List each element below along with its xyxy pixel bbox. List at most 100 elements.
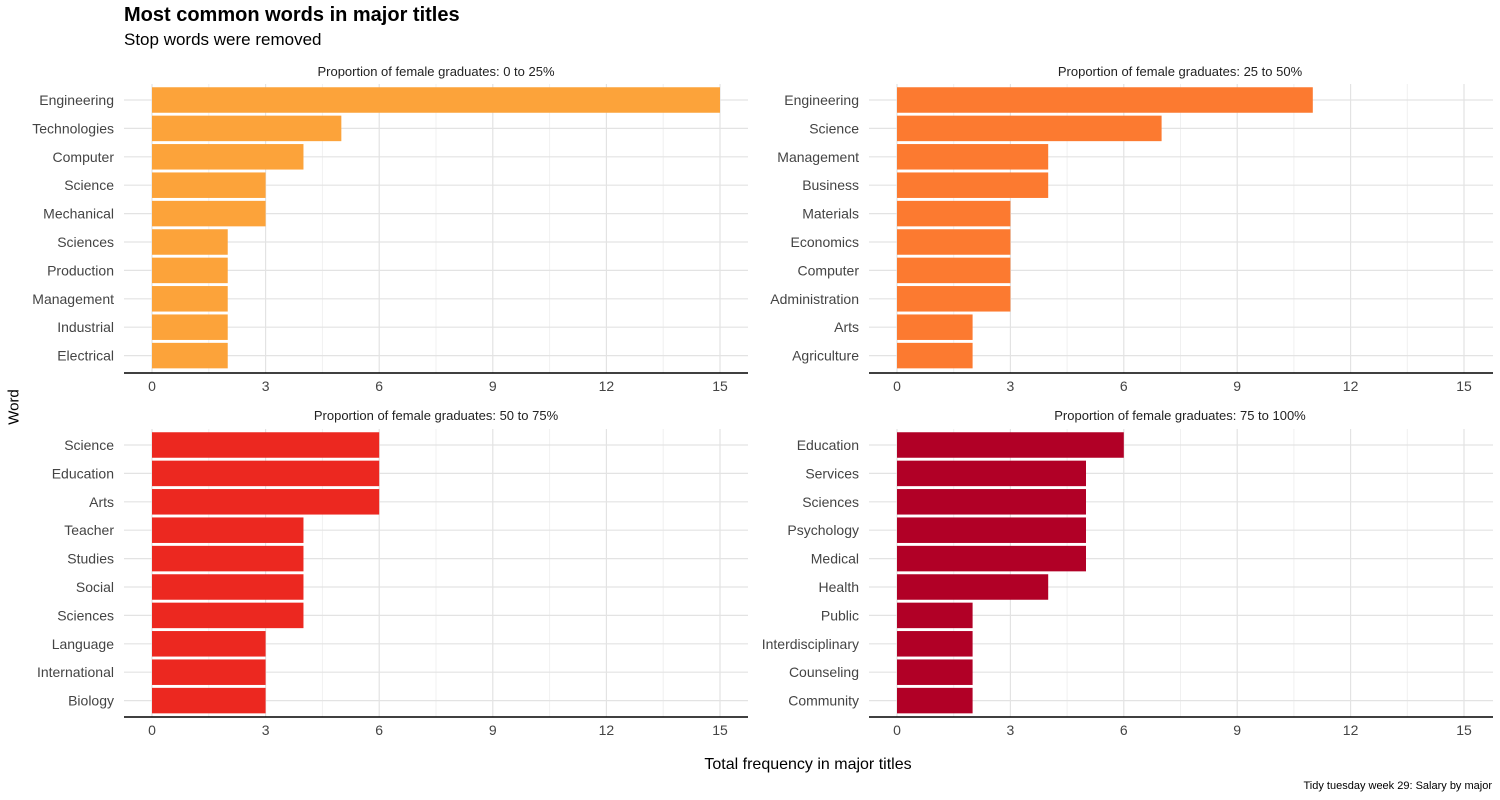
x-tick-label: 15 (712, 722, 728, 738)
bar (152, 517, 304, 543)
bar (152, 144, 304, 170)
category-label: Arts (89, 494, 114, 510)
category-label: Economics (791, 234, 859, 250)
category-label: Science (809, 120, 859, 136)
category-label: Administration (770, 291, 859, 307)
bar (897, 602, 973, 629)
category-label: Sciences (802, 494, 859, 510)
category-label: Sciences (57, 607, 114, 623)
x-tick-label: 0 (148, 722, 156, 738)
category-label: Mechanical (43, 206, 114, 222)
category-label: Business (802, 177, 859, 193)
category-label: Education (52, 465, 114, 481)
x-tick-label: 9 (489, 378, 497, 394)
category-label: Materials (802, 206, 859, 222)
category-label: Studies (67, 551, 114, 567)
bar (152, 314, 228, 340)
bar (152, 172, 266, 198)
category-label: Arts (834, 319, 859, 335)
x-tick-label: 6 (1120, 378, 1128, 394)
bar (897, 342, 973, 369)
bar (152, 115, 342, 142)
facet-title: Proportion of female graduates: 75 to 10… (1054, 408, 1306, 423)
bar (897, 489, 1086, 515)
x-tick-label: 3 (262, 722, 270, 738)
x-axis-label: Total frequency in major titles (704, 756, 912, 773)
x-tick-label: 6 (375, 722, 383, 738)
category-label: Services (805, 465, 859, 481)
bar (897, 574, 1049, 600)
bar (152, 87, 720, 113)
category-label: Agriculture (792, 348, 859, 364)
x-tick-label: 6 (375, 378, 383, 394)
category-label: Science (64, 177, 114, 193)
bar (897, 432, 1124, 458)
chart-subtitle: Stop words were removed (124, 30, 322, 49)
category-label: Sciences (57, 234, 114, 250)
facet-title: Proportion of female graduates: 50 to 75… (314, 408, 559, 423)
bar (152, 342, 228, 369)
x-tick-label: 9 (1233, 722, 1241, 738)
chart-caption: Tidy tuesday week 29: Salary by major (1303, 780, 1492, 792)
bar (897, 460, 1086, 487)
category-label: Science (64, 437, 114, 453)
category-label: Computer (798, 262, 860, 278)
x-tick-label: 3 (262, 378, 270, 394)
x-tick-label: 9 (489, 722, 497, 738)
bar (152, 286, 228, 312)
bar (152, 257, 228, 284)
x-tick-label: 3 (1007, 722, 1015, 738)
bar (152, 545, 304, 572)
facet-title: Proportion of female graduates: 0 to 25% (317, 64, 554, 79)
bar (897, 687, 973, 714)
category-label: Social (76, 579, 114, 595)
x-tick-label: 15 (1456, 378, 1472, 394)
x-tick-label: 12 (1343, 722, 1359, 738)
bar (152, 460, 380, 487)
category-label: Engineering (39, 92, 114, 108)
category-label: Technologies (32, 120, 114, 136)
category-label: Biology (68, 693, 114, 709)
category-label: Production (47, 262, 114, 278)
category-label: Computer (53, 149, 115, 165)
bar (897, 172, 1049, 198)
x-tick-label: 12 (599, 722, 615, 738)
bar (152, 687, 266, 714)
x-tick-label: 15 (712, 378, 728, 394)
bar (152, 631, 266, 657)
bar (152, 229, 228, 255)
category-label: Electrical (57, 348, 114, 364)
x-tick-label: 0 (893, 722, 901, 738)
bar (897, 631, 973, 657)
category-label: Engineering (784, 92, 859, 108)
bar (897, 659, 973, 685)
category-label: Industrial (57, 319, 114, 335)
category-label: Public (821, 607, 859, 623)
category-label: Management (777, 149, 859, 165)
bar (897, 314, 973, 340)
bar (897, 115, 1162, 142)
bar (152, 489, 380, 515)
x-tick-label: 9 (1233, 378, 1241, 394)
bar (152, 200, 266, 227)
facet-title: Proportion of female graduates: 25 to 50… (1058, 64, 1303, 79)
bar (152, 574, 304, 600)
bar (152, 432, 380, 458)
bar (897, 517, 1086, 543)
category-label: Community (788, 693, 859, 709)
category-label: Language (52, 636, 115, 652)
bar (152, 602, 304, 629)
bar (897, 87, 1313, 113)
x-tick-label: 3 (1007, 378, 1015, 394)
x-tick-label: 15 (1456, 722, 1472, 738)
x-tick-label: 12 (1343, 378, 1359, 394)
category-label: Teacher (64, 522, 114, 538)
category-label: Medical (811, 551, 859, 567)
chart-title: Most common words in major titles (124, 4, 460, 26)
bar (897, 286, 1011, 312)
x-tick-label: 0 (148, 378, 156, 394)
bar (897, 229, 1011, 255)
bar (897, 257, 1011, 284)
category-label: Education (797, 437, 859, 453)
